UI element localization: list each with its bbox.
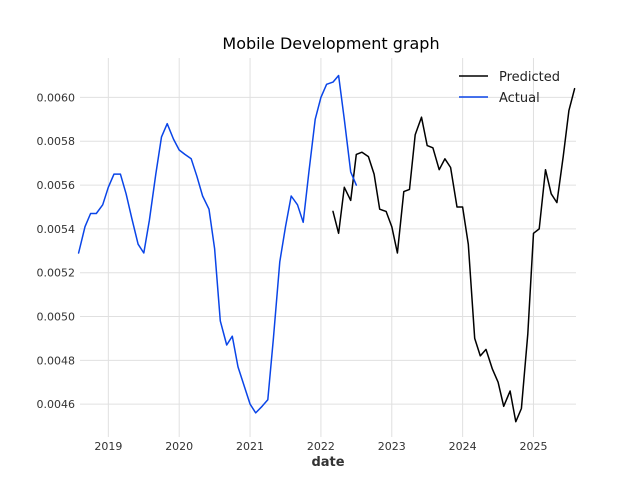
x-tick-label: 2020 xyxy=(165,440,193,453)
x-tick-label: 2024 xyxy=(449,440,477,453)
legend-label: Predicted xyxy=(499,70,560,85)
x-axis-label: date xyxy=(311,455,344,470)
y-tick-label: 0.0046 xyxy=(37,398,76,411)
grid xyxy=(80,58,576,437)
x-tick-label: 2019 xyxy=(94,440,122,453)
y-tick-label: 0.0054 xyxy=(37,223,76,236)
y-tick-label: 0.0048 xyxy=(37,354,76,367)
x-tick-label: 2023 xyxy=(378,440,406,453)
legend: Predicted Actual xyxy=(459,70,560,106)
y-tick-label: 0.0052 xyxy=(37,267,76,280)
series-line-actual xyxy=(77,74,358,414)
legend-label: Actual xyxy=(499,91,540,106)
y-tick-label: 0.0050 xyxy=(37,311,76,324)
axes: 2019 2020 2021 2022 2023 2024 2025 0.0046 0.0048… xyxy=(37,91,548,453)
y-tick-label: 0.0060 xyxy=(37,91,76,104)
x-tick-label: 2025 xyxy=(519,440,547,453)
y-tick-label: 0.0058 xyxy=(37,135,76,148)
y-tick-label: 0.0056 xyxy=(37,179,76,192)
x-tick-label: 2022 xyxy=(307,440,335,453)
chart-title: Mobile Development graph xyxy=(222,34,439,53)
series-layer xyxy=(77,74,576,423)
series-line-predicted xyxy=(332,87,576,423)
x-tick-label: 2021 xyxy=(236,440,264,453)
